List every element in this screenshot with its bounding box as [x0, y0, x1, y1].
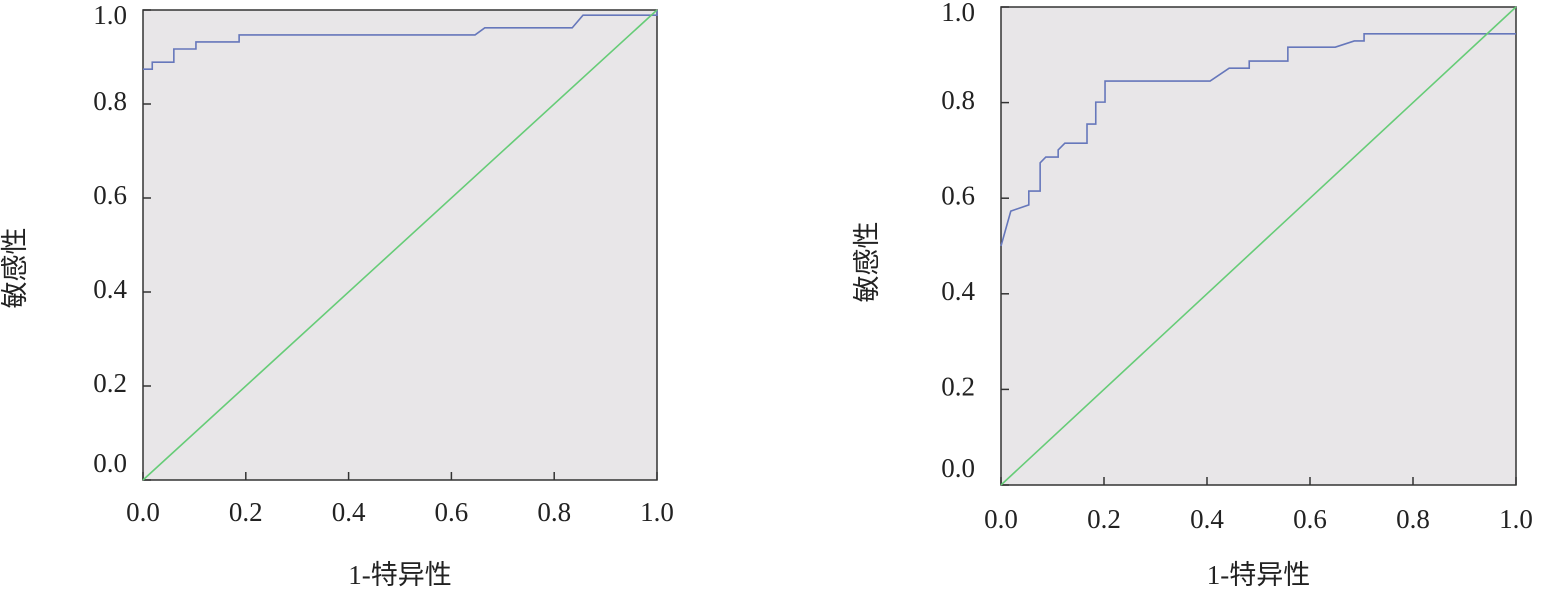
- y-tick-label: 0.4: [941, 276, 975, 306]
- roc-line: [142, 9, 658, 481]
- x-tick-label: 0.0: [984, 504, 1018, 534]
- y-tick-label: 0.6: [93, 180, 127, 210]
- roc-line: [143, 10, 658, 71]
- y-tick-label: 0.2: [941, 372, 975, 402]
- y-tick-label: 0.0: [93, 448, 127, 478]
- roc-line: [1000, 32, 1516, 247]
- chart: 0.0 0.2 0.4 0.6 0.8 1.0 0.0 0.2 0.4 0.6 0.8 1.0 1-特异…: [0, 0, 674, 590]
- roc-line: [1000, 6, 1517, 486]
- y-tick-label: 0.6: [941, 180, 975, 210]
- x-tick-label: 0.2: [229, 497, 263, 527]
- x-tick-label: 0.4: [1190, 504, 1224, 534]
- y-tick-label: 0.4: [93, 274, 127, 304]
- x-axis-label: 1-特异性: [348, 560, 452, 590]
- y-axis-label: 敏感性: [0, 228, 30, 309]
- y-tick-label: 0.8: [93, 86, 127, 116]
- x-tick-label: 0.6: [435, 497, 469, 527]
- x-tick-label: 1.0: [640, 497, 674, 527]
- x-tick-label: 0.6: [1293, 504, 1327, 534]
- chart: 0.0 0.2 0.4 0.6 0.8 1.0 0.0 0.2 0.4 0.6 0.8 1.0 1-特异…: [852, 0, 1533, 590]
- x-tick-label: 0.8: [1396, 504, 1430, 534]
- x-tick-label: 0.0: [126, 497, 160, 527]
- x-tick-label: 0.2: [1087, 504, 1121, 534]
- x-tick-label: 0.4: [332, 497, 366, 527]
- x-tick-label: 1.0: [1499, 504, 1533, 534]
- y-tick-label: 1.0: [93, 0, 127, 30]
- y-tick-label: 0.8: [941, 85, 975, 115]
- y-tick-label: 1.0: [941, 0, 975, 27]
- x-tick-label: 0.8: [537, 497, 571, 527]
- y-tick-label: 0.2: [93, 368, 127, 398]
- x-axis-label: 1-特异性: [1207, 560, 1311, 590]
- y-tick-label: 0.0: [941, 453, 975, 483]
- y-axis-label: 敏感性: [852, 222, 882, 303]
